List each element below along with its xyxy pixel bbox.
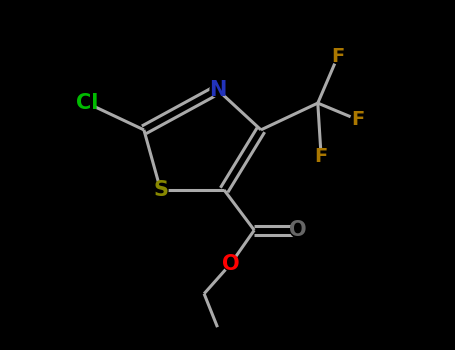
Text: S: S: [153, 180, 168, 200]
Circle shape: [210, 82, 225, 97]
Circle shape: [314, 149, 329, 164]
Circle shape: [223, 256, 238, 271]
Circle shape: [153, 183, 168, 197]
Circle shape: [80, 96, 94, 111]
Circle shape: [330, 49, 345, 64]
Text: F: F: [351, 110, 364, 129]
Text: Cl: Cl: [76, 93, 98, 113]
Text: F: F: [314, 147, 328, 166]
Text: F: F: [331, 47, 344, 66]
Text: N: N: [209, 80, 226, 100]
Circle shape: [290, 223, 305, 238]
Circle shape: [350, 112, 365, 127]
Text: O: O: [289, 220, 307, 240]
Text: O: O: [222, 254, 240, 274]
